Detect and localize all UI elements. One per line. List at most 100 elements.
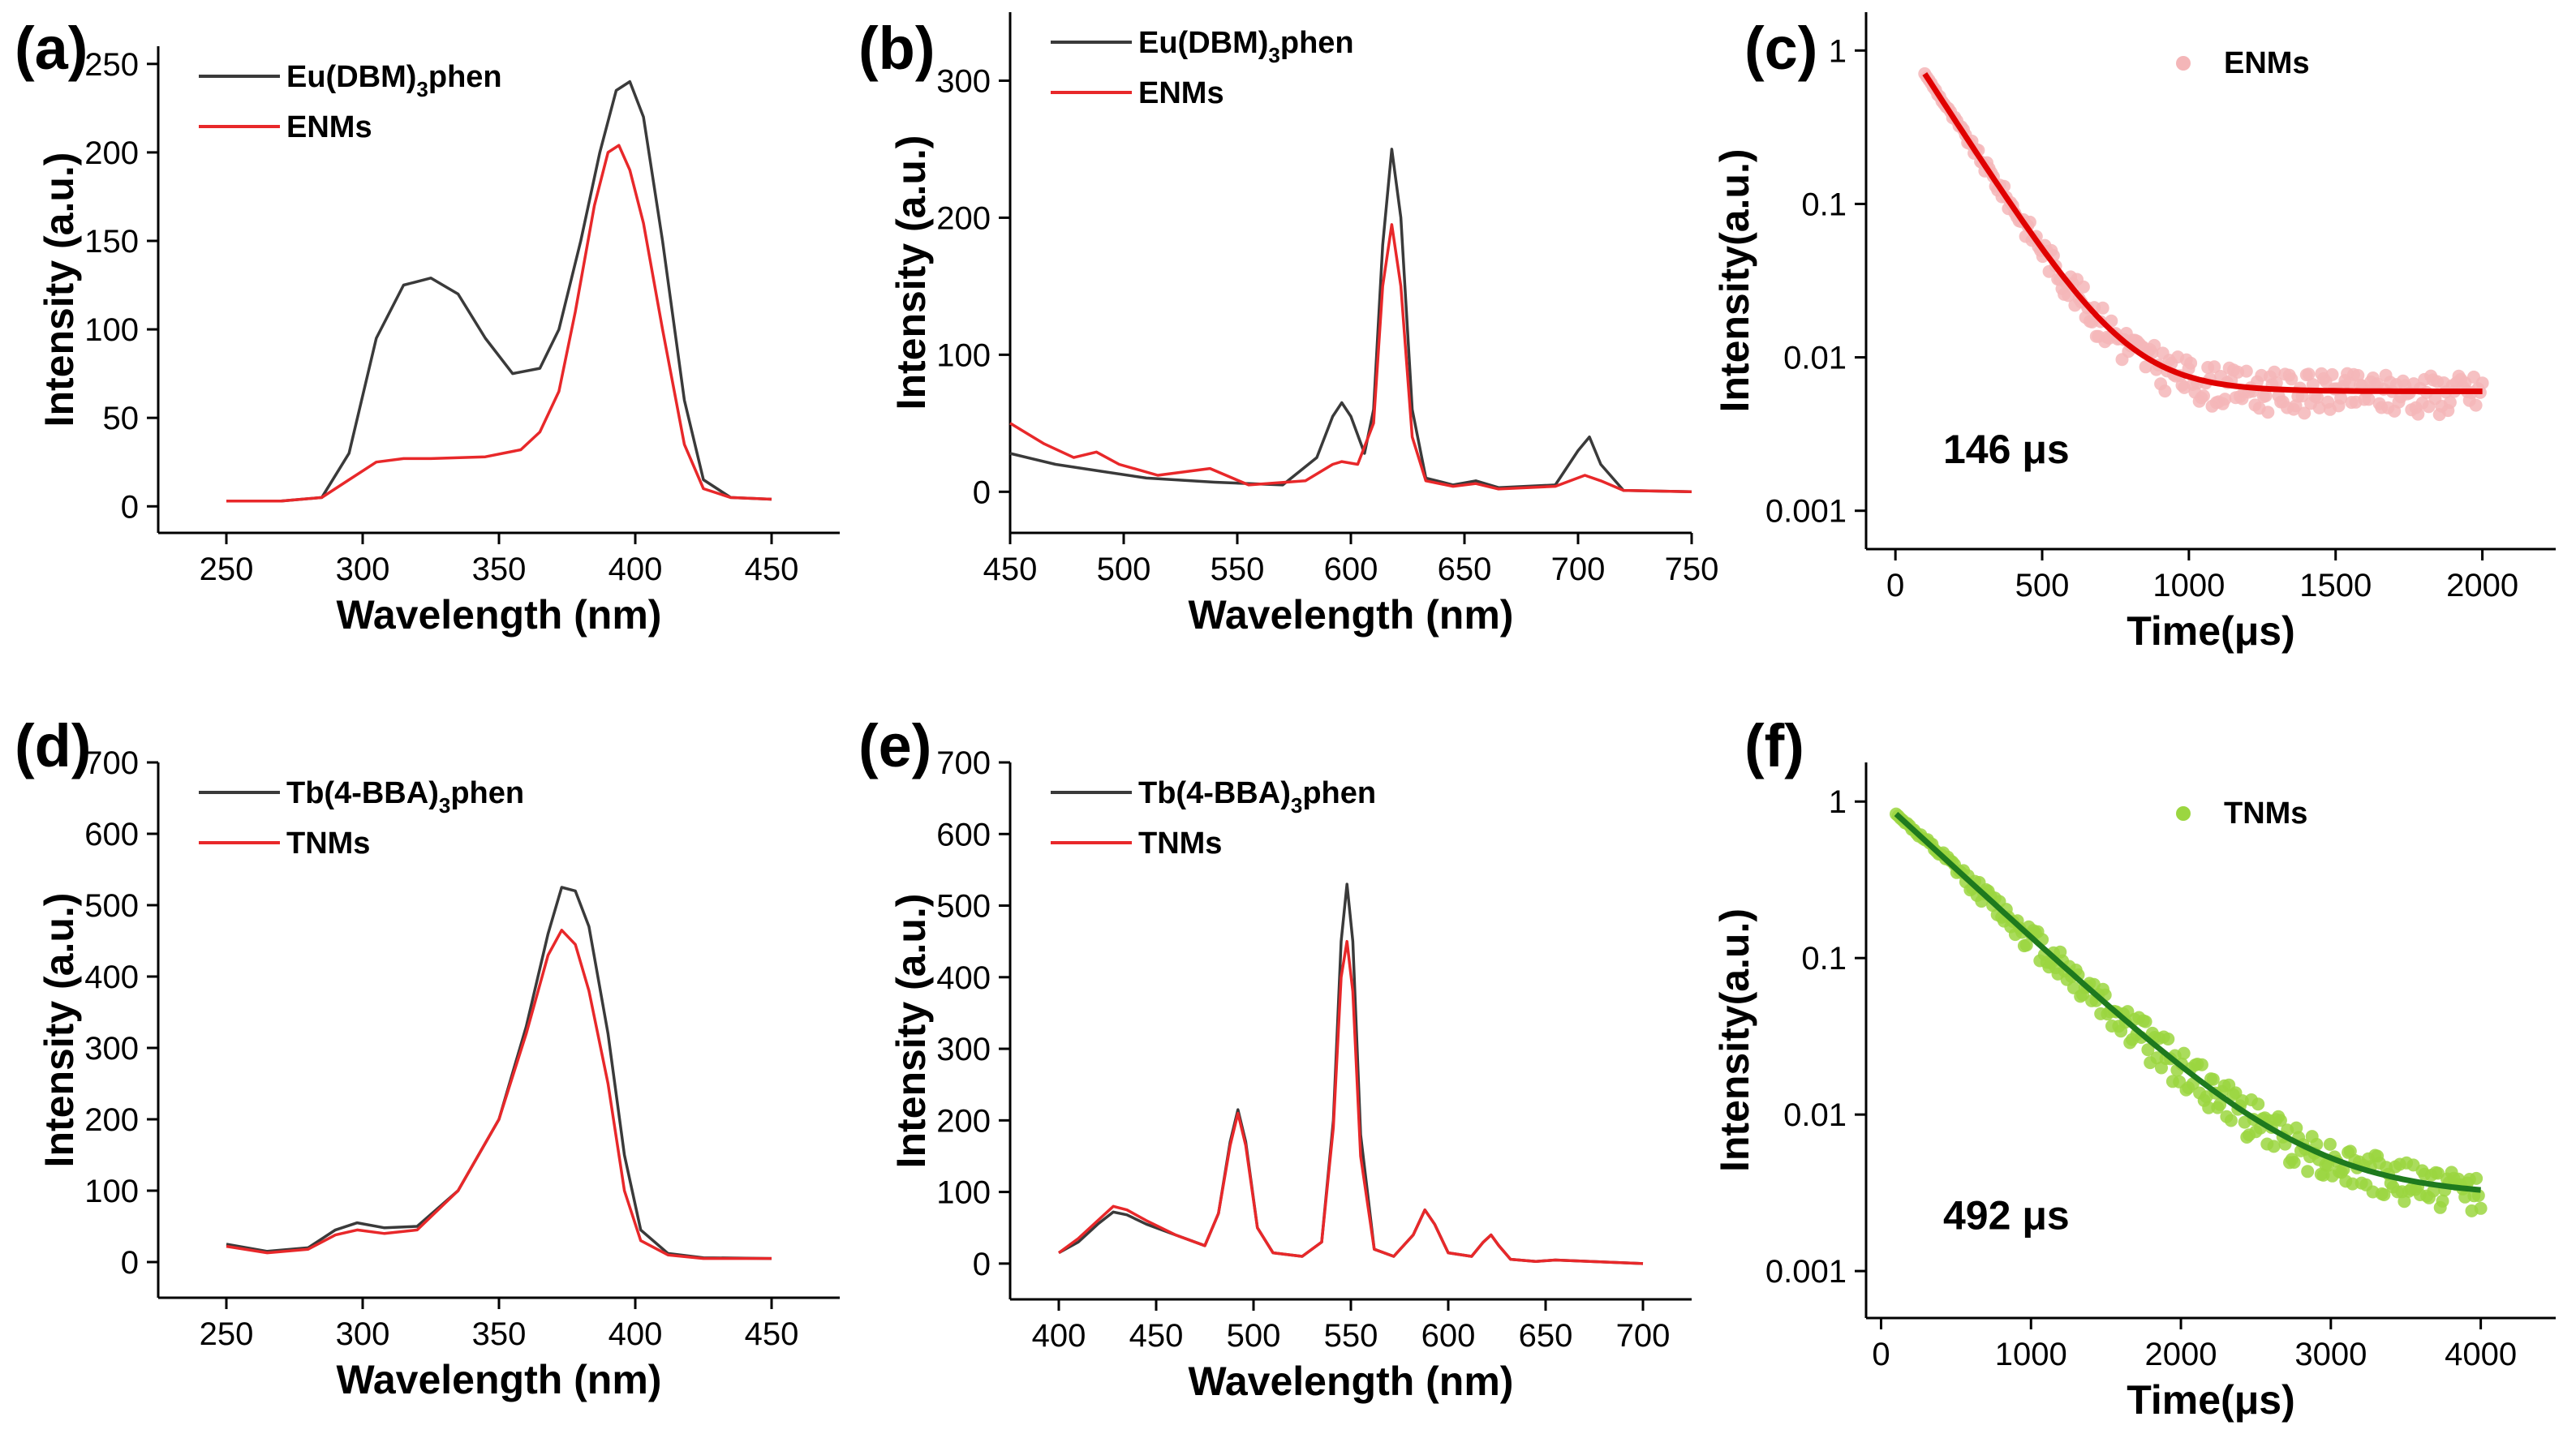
- panel-label: (b): [858, 15, 935, 82]
- panel-label: (e): [858, 712, 931, 779]
- series-line-1: [1009, 148, 1692, 494]
- data-point: [2436, 1194, 2449, 1208]
- y-tick-label: 0: [973, 1247, 991, 1282]
- x-tick-label: 2000: [2145, 1337, 2217, 1372]
- x-tick-label: 0: [1886, 568, 1904, 603]
- y-tick-label: 100: [936, 1175, 991, 1211]
- data-point: [2298, 406, 2312, 420]
- data-point: [2301, 1165, 2315, 1179]
- x-tick-label: 700: [1551, 552, 1606, 587]
- data-point: [2311, 391, 2324, 404]
- x-tick-label: 2000: [2446, 568, 2518, 603]
- series-line-1: [226, 79, 772, 503]
- x-tick-label: 3000: [2294, 1337, 2367, 1372]
- y-tick-label: 500: [936, 889, 991, 925]
- fit-curve: [1894, 812, 2481, 1193]
- y-tick-label: 1: [1829, 784, 1847, 820]
- data-point: [2273, 1114, 2287, 1127]
- y-tick-label: 150: [84, 224, 139, 260]
- y-axis-title: Intensity (a.u.): [888, 894, 934, 1169]
- x-axis-title: Wavelength (nm): [337, 1357, 662, 1402]
- y-tick-label: 200: [84, 1102, 139, 1138]
- x-axis-title: Wavelength (nm): [1189, 1359, 1514, 1404]
- x-tick-label: 4000: [2445, 1337, 2517, 1372]
- y-axis-title: Intensity (a.u.): [37, 152, 82, 427]
- series-line-1: [1058, 882, 1644, 1265]
- panel-label: (f): [1744, 712, 1804, 779]
- y-tick-label: 0: [121, 1245, 139, 1281]
- lifetime-annotation: 146 μs: [1943, 427, 2070, 472]
- data-point: [2195, 1058, 2208, 1071]
- data-point: [2259, 389, 2273, 403]
- x-tick-label: 450: [983, 552, 1038, 587]
- data-point: [2218, 393, 2232, 406]
- data-point: [2267, 1140, 2281, 1153]
- data-point: [2161, 1033, 2175, 1045]
- x-tick-label: 300: [336, 1316, 390, 1352]
- series-line-2: [226, 144, 772, 503]
- series-line-2: [1057, 939, 1644, 1265]
- series-line-2: [226, 929, 772, 1260]
- x-tick-label: 500: [1097, 552, 1151, 587]
- data-point: [2019, 938, 2033, 952]
- data-point: [2139, 360, 2152, 374]
- y-tick-label: 0.01: [1783, 341, 1847, 376]
- legend-label: ENMs: [1138, 76, 1224, 110]
- lifetime-annotation: 492 μs: [1943, 1192, 2070, 1238]
- data-point: [2197, 389, 2210, 403]
- y-tick-label: 50: [103, 401, 140, 436]
- y-tick-label: 0.001: [1765, 1254, 1847, 1290]
- data-point: [2475, 376, 2489, 390]
- y-tick-label: 0.1: [1801, 941, 1847, 977]
- y-tick-label: 0: [121, 489, 139, 525]
- legend-label: Tb(4-BBA)3phen: [1138, 776, 1376, 818]
- data-point: [2268, 365, 2281, 379]
- data-point: [2213, 1097, 2227, 1111]
- data-point: [2096, 301, 2109, 315]
- chart-panel-1: (a)250 300 350 400 450050100150200250Wavelen…: [15, 15, 840, 638]
- y-tick-label: 100: [84, 1174, 139, 1209]
- x-tick-label: 700: [1616, 1318, 1671, 1354]
- data-point: [2251, 1097, 2265, 1111]
- x-tick-label: 400: [609, 1316, 663, 1352]
- x-tick-label: 400: [609, 552, 663, 587]
- legend-label: ENMs: [286, 110, 372, 144]
- x-tick-label: 450: [1129, 1318, 1184, 1354]
- data-point: [2469, 398, 2483, 412]
- x-tick-label: 650: [1519, 1318, 1573, 1354]
- x-tick-label: 550: [1324, 1318, 1378, 1354]
- data-point: [2224, 1114, 2238, 1127]
- chart-panel-2: (b) 450 500 550 600 650 700 750 0 100 200 300 Wavele…: [858, 12, 1718, 638]
- x-tick-label: 1500: [2299, 568, 2372, 603]
- data-point: [2323, 1137, 2337, 1151]
- data-point: [2377, 1188, 2391, 1201]
- data-point: [2269, 376, 2283, 389]
- data-point: [2362, 393, 2376, 406]
- legend-label: TNMs: [1138, 826, 1222, 861]
- x-axis-title: Time(μs): [2127, 608, 2295, 654]
- x-tick-label: 450: [745, 1316, 799, 1352]
- x-tick-label: 350: [472, 552, 527, 587]
- y-axis-title: Intensity (a.u.): [37, 893, 82, 1168]
- data-point: [2325, 367, 2339, 381]
- y-tick-label: 400: [84, 960, 139, 995]
- y-tick-label: 200: [936, 1103, 991, 1139]
- data-point: [2062, 289, 2075, 303]
- y-tick-label: 100: [936, 337, 991, 373]
- data-point: [2474, 1201, 2488, 1215]
- legend-label: Eu(DBM)3phen: [1138, 26, 1354, 67]
- x-axis-title: Wavelength (nm): [337, 592, 662, 638]
- data-point: [2261, 406, 2275, 419]
- x-tick-label: 600: [1421, 1318, 1476, 1354]
- x-tick-label: 250: [200, 1316, 254, 1352]
- y-tick-label: 700: [84, 745, 139, 781]
- y-tick-label: 700: [936, 745, 991, 781]
- y-tick-label: 250: [84, 47, 139, 83]
- y-tick-label: 0.01: [1783, 1097, 1847, 1133]
- x-tick-label: 300: [336, 552, 390, 587]
- chart-panel-6: (f) 0 1000 2000 3000 4000 0.001 0.01 0.1 1 Time(μs…: [1712, 712, 2556, 1423]
- x-tick-label: 350: [472, 1316, 527, 1352]
- data-point: [2239, 364, 2253, 378]
- x-tick-label: 0: [1872, 1337, 1890, 1372]
- y-tick-label: 600: [936, 817, 991, 852]
